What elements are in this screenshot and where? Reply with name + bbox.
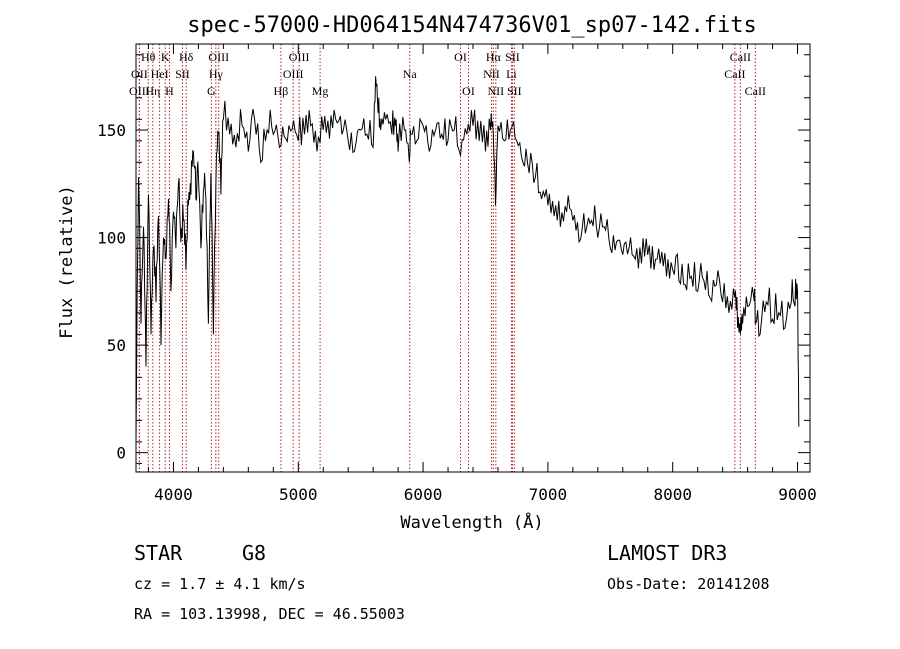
line-marker-label: NII	[483, 67, 500, 81]
x-tick-label: 9000	[778, 485, 817, 504]
line-marker-label: Hα	[486, 50, 502, 64]
x-tick-label: 5000	[279, 485, 318, 504]
line-marker-label: SII	[175, 67, 190, 81]
line-marker-label: Hβ	[274, 84, 289, 98]
line-marker-label: OIII	[289, 50, 310, 64]
survey-label: LAMOST DR3	[607, 541, 727, 565]
y-axis-label: Flux (relative)	[57, 185, 77, 339]
redshift-text: cz = 1.7 ± 4.1 km/s	[134, 575, 306, 593]
line-marker-label: OIII	[129, 84, 150, 98]
line-marker-label: SII	[507, 84, 522, 98]
line-marker-label: OI	[462, 84, 475, 98]
line-marker-label: NII	[488, 84, 505, 98]
x-axis-label: Wavelength (Å)	[400, 511, 543, 533]
line-marker-label: CaII	[730, 50, 751, 64]
line-marker-label: Na	[403, 67, 418, 81]
line-marker-label: K	[161, 50, 170, 64]
line-marker-label: SII	[505, 50, 520, 64]
axis-ticks: 4000 5000 6000 7000 8000 9000 0 50 100 150	[97, 44, 817, 504]
line-marker-label: OIII	[283, 67, 304, 81]
line-marker-label: Hγ	[209, 67, 224, 81]
line-marker-label: OI	[454, 50, 467, 64]
x-tick-label: 8000	[653, 485, 692, 504]
line-marker-label: Hθ	[141, 50, 156, 64]
x-tick-label: 6000	[404, 485, 443, 504]
observation-date: Obs-Date: 20141208	[607, 575, 770, 593]
y-tick-label: 100	[97, 229, 126, 248]
x-tick-label: 4000	[154, 485, 193, 504]
line-marker-label: H	[165, 84, 174, 98]
line-marker-label: Mg	[312, 84, 329, 98]
line-marker-label: G	[207, 84, 216, 98]
x-tick-label: 7000	[529, 485, 568, 504]
line-marker-label: Li	[506, 67, 517, 81]
line-marker-label: CaII	[745, 84, 766, 98]
coordinates-text: RA = 103.13998, DEC = 46.55003	[134, 605, 405, 623]
spectrum-line	[135, 76, 800, 442]
object-class: STAR	[134, 541, 183, 565]
line-marker-label: Hη	[145, 84, 160, 98]
line-marker-label: Hδ	[179, 50, 194, 64]
line-marker-label: HeI	[151, 67, 169, 81]
object-subclass: G8	[242, 541, 266, 565]
y-tick-label: 0	[116, 444, 126, 463]
y-tick-label: 50	[107, 336, 126, 355]
plot-frame	[135, 43, 811, 473]
y-tick-label: 150	[97, 121, 126, 140]
line-marker-label: OIII	[208, 50, 229, 64]
line-marker-label: OII	[131, 67, 148, 81]
chart-title: spec-57000-HD064154N474736V01_sp07-142.f…	[187, 13, 757, 38]
line-marker-label: CaII	[724, 67, 745, 81]
